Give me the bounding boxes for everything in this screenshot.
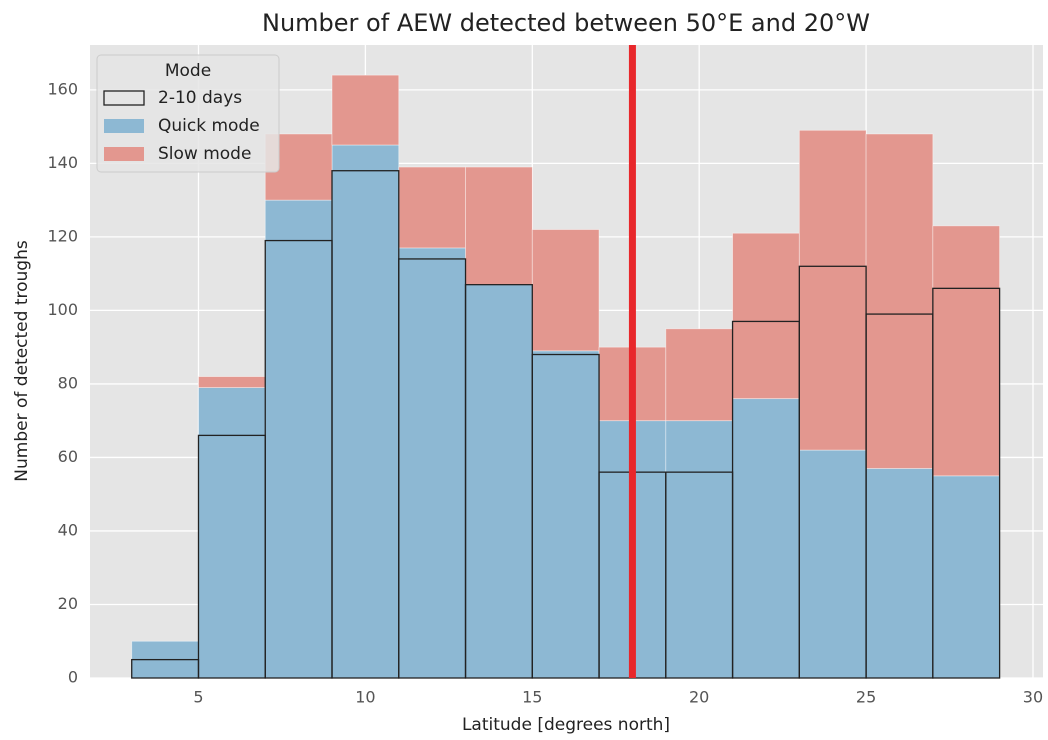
bar — [665, 420, 733, 679]
bar — [331, 144, 400, 679]
bar — [932, 287, 1001, 679]
y-axis-label: Number of detected troughs — [12, 240, 32, 482]
legend-swatch — [104, 147, 144, 161]
bar — [465, 284, 533, 679]
x-tick-label: 15 — [522, 688, 542, 707]
legend-label: Quick mode — [158, 116, 260, 136]
y-tick-label: 80 — [58, 373, 78, 392]
legend-title: Mode — [165, 61, 211, 81]
x-tick-label: 30 — [1023, 688, 1043, 707]
legend-label: Slow mode — [158, 144, 251, 164]
y-tick-label: 60 — [58, 447, 78, 466]
bar — [665, 328, 733, 422]
y-tick-label: 20 — [58, 594, 78, 613]
x-axis-label: Latitude [degrees north] — [462, 715, 670, 735]
y-tick-label: 100 — [47, 300, 78, 319]
bar — [865, 133, 934, 469]
x-tick-label: 25 — [856, 688, 876, 707]
bar — [732, 232, 800, 400]
x-tick-label: 5 — [193, 688, 203, 707]
x-tick-label: 10 — [355, 688, 375, 707]
bar — [398, 247, 466, 679]
bar — [264, 199, 333, 679]
bar — [798, 449, 867, 679]
legend-label: 2-10 days — [158, 88, 242, 108]
bar — [398, 166, 466, 249]
bar — [465, 166, 533, 286]
bar — [732, 398, 800, 679]
legend-box — [96, 54, 280, 173]
bars — [131, 45, 1001, 679]
x-tick-label: 20 — [689, 688, 709, 707]
bar — [331, 74, 400, 146]
y-tick-label: 0 — [68, 668, 78, 687]
y-tick-label: 40 — [58, 520, 78, 539]
y-tick-label: 120 — [47, 226, 78, 245]
bar — [198, 387, 266, 679]
bar — [865, 468, 934, 679]
ticks: 0 20 40 60 80 100 120 140 160 5 10 15 20 25 30 — [47, 79, 1043, 706]
bar — [932, 225, 1001, 477]
y-tick-label: 140 — [47, 153, 78, 172]
legend-swatch — [103, 90, 145, 106]
bar — [531, 350, 600, 679]
legend: Mode 2-10 days Quick mode Slow mode — [96, 54, 280, 173]
bar — [798, 129, 867, 451]
chart-title: Number of AEW detected between 50°E and … — [262, 9, 870, 37]
bar — [198, 376, 266, 388]
bar — [531, 229, 600, 352]
legend-swatch — [104, 119, 144, 133]
y-tick-label: 160 — [47, 79, 78, 98]
bar — [932, 475, 1001, 679]
